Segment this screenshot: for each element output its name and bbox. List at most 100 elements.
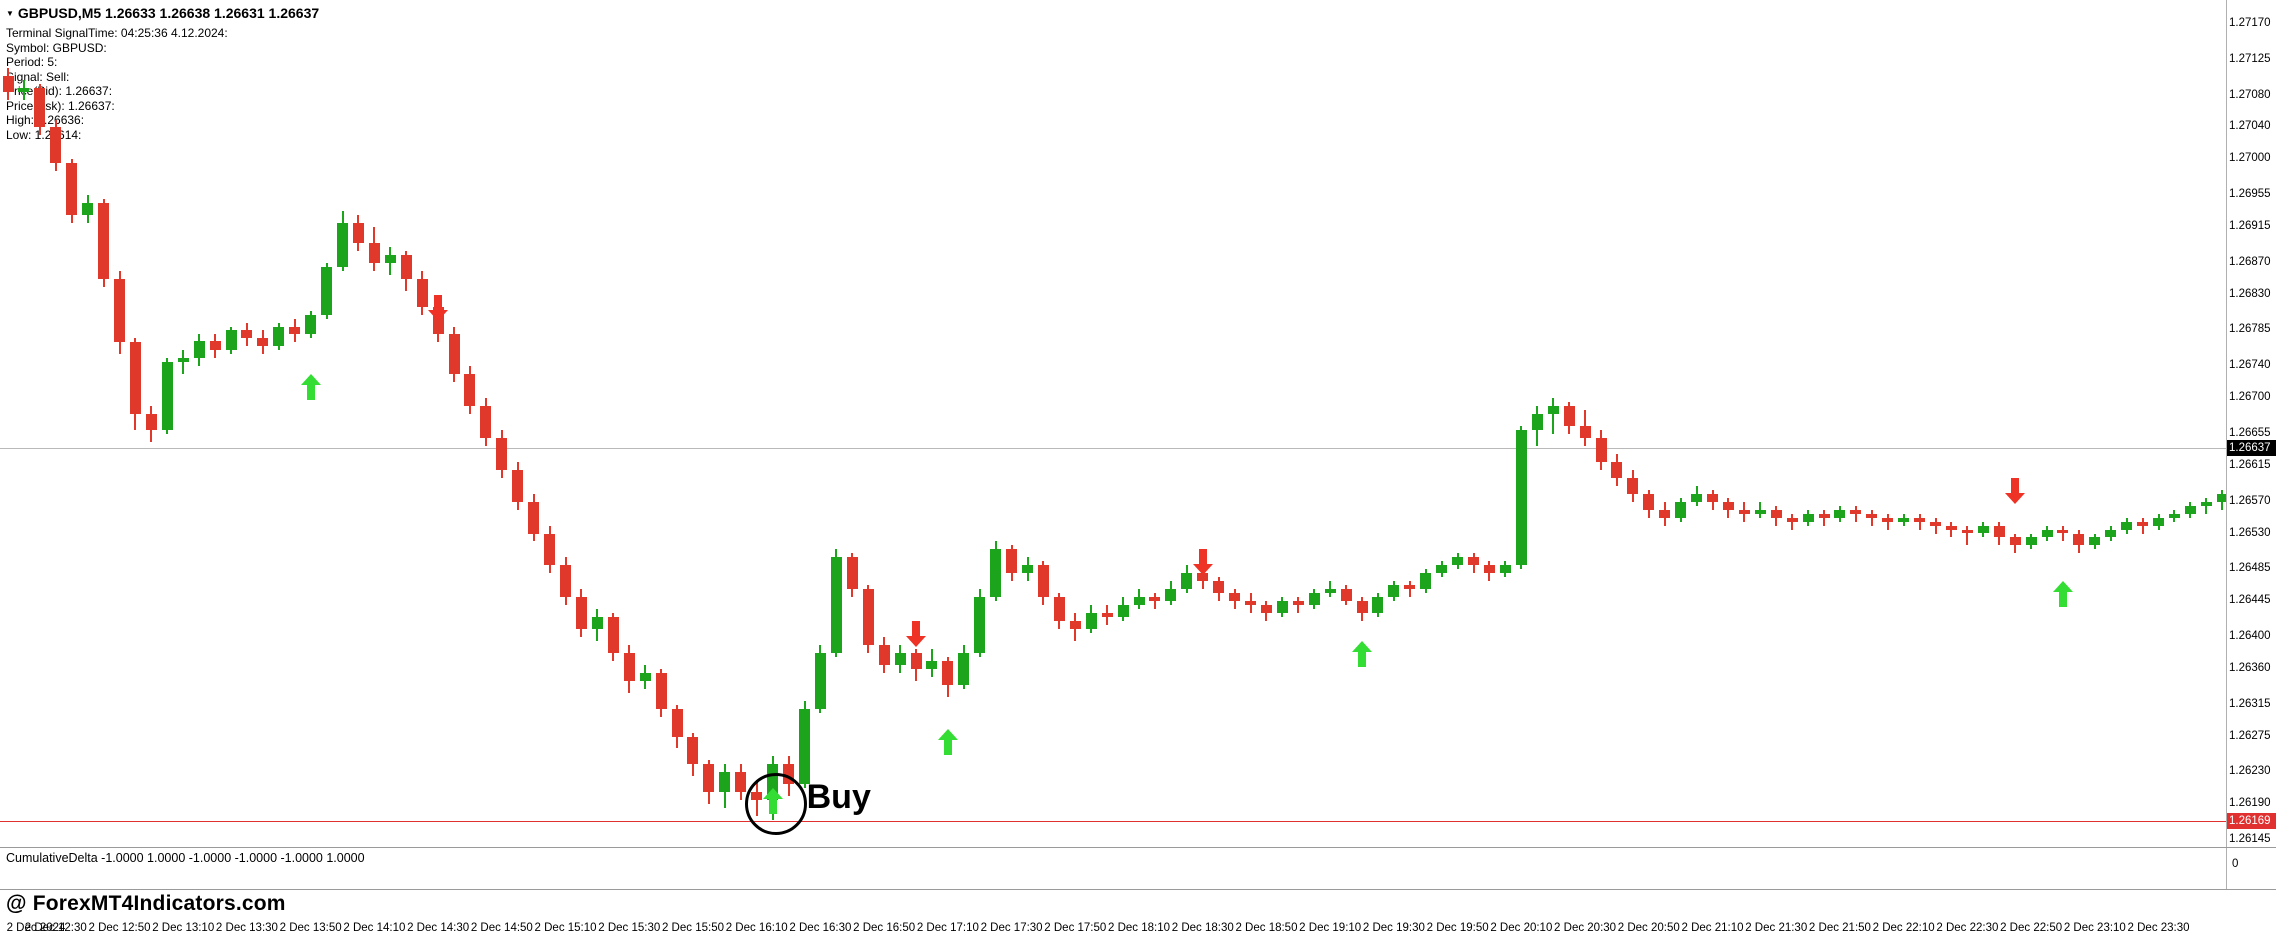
candle-bull [1691, 493, 1703, 502]
time-axis-label: 2 Dec 2024 [6, 922, 66, 934]
comment-line: Symbol: GBPUSD: [6, 40, 107, 55]
candle-bear [1786, 517, 1798, 522]
candle-bear [2, 75, 14, 92]
candle-bull [305, 314, 317, 335]
comment-line: Price(Bid): 1.26637: [6, 84, 113, 98]
candle-bull [337, 223, 349, 267]
time-axis-label: 2 Dec 14:50 [470, 922, 533, 934]
candle-bear [145, 414, 157, 430]
price-axis-label: 1.26190 [2229, 797, 2271, 810]
candle-bear [114, 278, 125, 343]
candle-bear [289, 326, 301, 335]
price-axis-label: 1.26955 [2229, 188, 2271, 201]
candle-bull [1372, 597, 1384, 614]
time-axis-label: 2 Dec 14:10 [343, 922, 406, 934]
candle-bear [66, 163, 78, 216]
price-axis-label: 1.26700 [2229, 391, 2271, 404]
candle-bull [1133, 597, 1145, 606]
quote-line: GBPUSD,M5 1.26633 1.26638 1.26631 1.2663… [17, 5, 320, 21]
candle-bull [2105, 529, 2117, 538]
time-axis-label: 2 Dec 17:30 [980, 922, 1043, 934]
candle-bear [1101, 613, 1113, 618]
candle-wick-bear [1823, 509, 1826, 526]
candle-bull [591, 617, 603, 630]
candle-bull [1165, 589, 1177, 602]
price-axis-label: 1.27000 [2229, 152, 2271, 165]
price-axis-label: 1.26230 [2229, 765, 2271, 778]
candle-bear [448, 334, 460, 375]
candle-bear [623, 652, 635, 681]
time-axis-label: 2 Dec 12:30 [24, 922, 87, 934]
candle-bull [273, 326, 285, 347]
candle-bear [878, 644, 890, 665]
price-axis-divider [2226, 0, 2227, 889]
price-axis-label: 1.27080 [2229, 88, 2271, 101]
panel-separator[interactable] [0, 889, 2276, 890]
candle-bull [1802, 513, 1814, 522]
candle-bear [1961, 529, 1973, 534]
time-axis-label: 2 Dec 13:10 [152, 922, 215, 934]
candle-bull [719, 772, 731, 793]
candle-bear [1037, 565, 1049, 598]
candle-bear [1006, 549, 1018, 574]
time-axis-label: 2 Dec 19:50 [1426, 922, 1489, 934]
price-axis-label: 1.26915 [2229, 220, 2271, 232]
candle-bull [321, 266, 333, 315]
candle-bear [1945, 525, 1957, 530]
time-axis-label: 2 Dec 15:10 [534, 922, 597, 934]
candle-bull [1977, 525, 1989, 534]
sell-arrow-icon [2005, 477, 2026, 509]
candle-bull [193, 340, 205, 359]
candle-bear [2009, 537, 2021, 546]
candle-bear [1245, 601, 1257, 606]
candle-bull [799, 708, 810, 785]
candle-bear [783, 764, 795, 785]
candle-wick-bear [1870, 509, 1873, 526]
time-axis-label: 2 Dec 15:30 [598, 922, 661, 934]
candle-bull [177, 358, 189, 363]
candle-bull [2041, 529, 2053, 538]
candle-wick-bear [1918, 513, 1921, 530]
candle-wick-bear [1297, 597, 1300, 614]
candle-bear [50, 127, 62, 164]
panel-separator[interactable] [0, 847, 2276, 848]
sell-arrow-icon [906, 621, 926, 652]
candle-bear [862, 589, 874, 645]
candle-bear [1468, 557, 1480, 566]
comment-line: Signal: Sell: [6, 69, 70, 84]
candle-bear [528, 501, 540, 534]
candle-bear [1053, 597, 1065, 622]
candle-bear [1993, 525, 2005, 538]
symbol-triangle-icon: ▼ [6, 9, 14, 18]
candle-bear [464, 374, 476, 407]
candle-bear [1069, 621, 1081, 630]
candle-bear [560, 565, 572, 598]
candle-bull [1898, 517, 1910, 522]
comment-line: Terminal SignalTime: 04:25:36 4.12.2024: [6, 26, 228, 40]
candle-bull [225, 330, 237, 351]
price-axis-label: 1.26655 [2229, 426, 2271, 439]
candle-bear [257, 338, 269, 347]
time-axis-label: 2 Dec 18:10 [1108, 922, 1171, 934]
candle-bull [2153, 517, 2165, 526]
time-axis-label: 2 Dec 16:50 [853, 922, 916, 934]
time-axis-label: 2 Dec 17:10 [916, 922, 979, 934]
price-axis-label: 1.26400 [2229, 629, 2271, 642]
candle-bear [1229, 593, 1241, 602]
candle-bull [1085, 613, 1097, 630]
time-axis-label: 2 Dec 18:50 [1235, 922, 1298, 934]
candle-bull [384, 254, 396, 263]
candle-wick-bear [1950, 521, 1953, 538]
candle-bear [1149, 597, 1161, 602]
candle-bull [1324, 589, 1336, 594]
candle-wick-bear [2141, 517, 2144, 534]
time-axis-label: 2 Dec 13:30 [215, 922, 278, 934]
candle-bear [98, 203, 110, 279]
candle-bull [2089, 537, 2101, 546]
candle-bull [814, 652, 826, 709]
time-axis-label: 2 Dec 19:30 [1362, 922, 1425, 934]
chart-canvas[interactable]: Buy [0, 0, 2226, 847]
candle-bull [1547, 406, 1559, 415]
candle-wick-bull [182, 350, 185, 375]
alert-price-line [0, 820, 2226, 822]
